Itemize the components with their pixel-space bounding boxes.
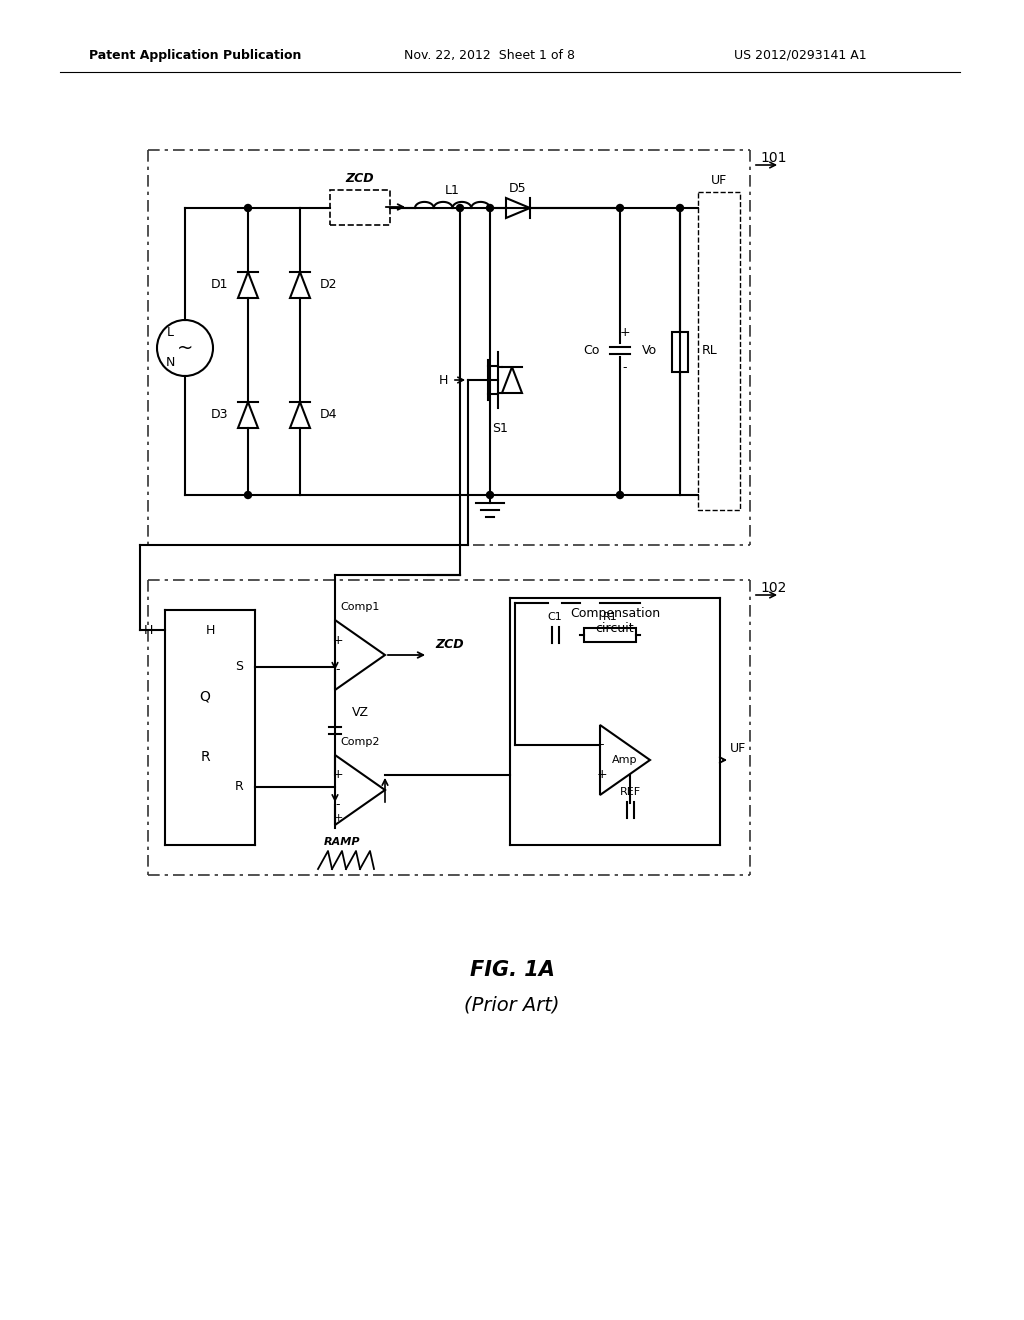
Text: FIG. 1A: FIG. 1A [470, 960, 554, 979]
Circle shape [616, 205, 624, 211]
Circle shape [486, 205, 494, 211]
Text: H: H [438, 374, 449, 387]
Text: -: - [336, 664, 340, 676]
Text: +: + [620, 326, 631, 338]
Text: D4: D4 [319, 408, 338, 421]
Text: N: N [165, 356, 175, 370]
Bar [672, 331, 688, 371]
Text: D2: D2 [319, 279, 338, 292]
Text: 101: 101 [760, 150, 786, 165]
Text: +: + [597, 768, 607, 781]
Text: circuit: circuit [596, 622, 634, 635]
Text: -: - [623, 362, 628, 375]
Text: S1: S1 [493, 421, 508, 434]
Text: D1: D1 [211, 279, 228, 292]
Text: ZCD: ZCD [435, 639, 464, 652]
Text: Patent Application Publication: Patent Application Publication [89, 49, 301, 62]
Circle shape [245, 205, 252, 211]
Text: RL: RL [702, 345, 718, 358]
Text: Comp1: Comp1 [340, 602, 380, 612]
FancyBboxPatch shape [330, 190, 390, 224]
Text: R1: R1 [603, 612, 617, 622]
Text: R: R [234, 780, 243, 793]
Text: ~: ~ [177, 338, 194, 358]
Text: (Prior Art): (Prior Art) [464, 995, 560, 1015]
Text: Nov. 22, 2012  Sheet 1 of 8: Nov. 22, 2012 Sheet 1 of 8 [404, 49, 575, 62]
Text: L: L [167, 326, 173, 339]
Text: UF: UF [730, 742, 746, 755]
Text: D5: D5 [509, 181, 526, 194]
Text: C1: C1 [548, 612, 562, 622]
Circle shape [616, 491, 624, 499]
Bar [584, 628, 636, 642]
Text: H: H [206, 623, 215, 636]
Text: H: H [143, 623, 153, 636]
Text: +: + [333, 768, 343, 781]
Text: R: R [200, 750, 210, 764]
Text: +: + [334, 813, 343, 822]
Text: S: S [234, 660, 243, 673]
Text: +: + [333, 634, 343, 647]
Text: D3: D3 [211, 408, 228, 421]
Text: -: - [600, 738, 604, 751]
Circle shape [245, 491, 252, 499]
Text: Comp2: Comp2 [340, 737, 380, 747]
Text: Co: Co [584, 343, 600, 356]
Text: US 2012/0293141 A1: US 2012/0293141 A1 [733, 49, 866, 62]
Text: L1: L1 [444, 183, 460, 197]
Circle shape [677, 205, 683, 211]
Circle shape [457, 205, 464, 211]
Text: ZCD: ZCD [346, 172, 375, 185]
Text: Q: Q [200, 690, 211, 704]
Text: RAMP: RAMP [324, 837, 360, 847]
Text: VZ: VZ [352, 705, 369, 718]
Text: UF: UF [711, 173, 727, 186]
Text: Amp: Amp [612, 755, 638, 766]
Text: -: - [336, 799, 340, 812]
Text: 102: 102 [760, 581, 786, 595]
Text: Vo: Vo [642, 343, 657, 356]
Text: REF: REF [620, 787, 641, 797]
Text: Compensation: Compensation [570, 606, 660, 619]
Circle shape [486, 491, 494, 499]
